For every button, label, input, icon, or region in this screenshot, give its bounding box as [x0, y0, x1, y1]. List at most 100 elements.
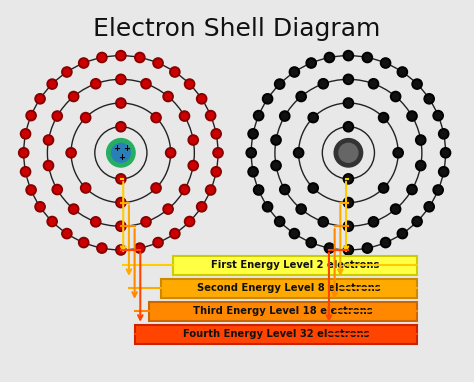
Ellipse shape [324, 243, 335, 253]
Ellipse shape [424, 202, 434, 212]
Ellipse shape [141, 79, 151, 89]
Ellipse shape [52, 185, 63, 195]
Ellipse shape [370, 81, 377, 87]
Ellipse shape [426, 96, 432, 102]
FancyBboxPatch shape [135, 325, 417, 344]
Ellipse shape [412, 79, 422, 89]
Text: First Energy Level 2 electrons: First Energy Level 2 electrons [211, 261, 379, 270]
Ellipse shape [46, 162, 52, 169]
Ellipse shape [310, 114, 317, 121]
Ellipse shape [345, 52, 352, 59]
Ellipse shape [118, 100, 124, 106]
Ellipse shape [165, 206, 171, 212]
Ellipse shape [28, 187, 34, 193]
Ellipse shape [274, 79, 285, 89]
Ellipse shape [296, 91, 306, 102]
FancyBboxPatch shape [161, 279, 417, 298]
Ellipse shape [295, 150, 302, 156]
Ellipse shape [343, 121, 354, 132]
Ellipse shape [289, 228, 300, 239]
Ellipse shape [91, 217, 101, 227]
Text: +: + [113, 144, 119, 152]
Ellipse shape [153, 114, 159, 121]
Ellipse shape [345, 100, 352, 106]
Ellipse shape [82, 185, 89, 191]
Ellipse shape [92, 219, 99, 225]
Ellipse shape [264, 96, 271, 102]
Ellipse shape [190, 162, 196, 169]
Ellipse shape [81, 183, 91, 193]
Ellipse shape [66, 148, 76, 158]
Ellipse shape [345, 247, 352, 253]
Ellipse shape [343, 74, 354, 84]
Ellipse shape [206, 185, 216, 195]
Text: Second Energy Level 8 electrons: Second Energy Level 8 electrons [197, 283, 381, 293]
Ellipse shape [118, 123, 124, 130]
Ellipse shape [345, 123, 352, 130]
Ellipse shape [298, 206, 304, 212]
Ellipse shape [167, 150, 174, 156]
Ellipse shape [271, 160, 281, 171]
Ellipse shape [318, 79, 328, 89]
Ellipse shape [141, 217, 151, 227]
Ellipse shape [248, 129, 258, 139]
Ellipse shape [248, 167, 258, 177]
Ellipse shape [370, 219, 377, 225]
Ellipse shape [263, 94, 273, 104]
Ellipse shape [393, 148, 403, 158]
Ellipse shape [308, 112, 319, 123]
Ellipse shape [409, 113, 415, 119]
Ellipse shape [320, 81, 327, 87]
Ellipse shape [64, 69, 70, 75]
Ellipse shape [71, 206, 77, 212]
Ellipse shape [276, 218, 283, 225]
Ellipse shape [153, 58, 163, 68]
Ellipse shape [118, 223, 124, 230]
FancyBboxPatch shape [173, 256, 417, 275]
Ellipse shape [380, 185, 387, 191]
Ellipse shape [118, 176, 124, 182]
Ellipse shape [326, 54, 333, 61]
Ellipse shape [407, 111, 417, 121]
Ellipse shape [118, 76, 124, 83]
Ellipse shape [82, 114, 89, 121]
Ellipse shape [181, 113, 188, 119]
Ellipse shape [263, 202, 273, 212]
Ellipse shape [407, 185, 417, 195]
Ellipse shape [116, 74, 126, 84]
Ellipse shape [442, 150, 449, 156]
Ellipse shape [213, 148, 223, 158]
Ellipse shape [172, 230, 178, 237]
Ellipse shape [414, 218, 420, 225]
Ellipse shape [246, 148, 256, 158]
Ellipse shape [254, 110, 264, 121]
Ellipse shape [395, 150, 401, 156]
Ellipse shape [199, 204, 205, 210]
Ellipse shape [47, 216, 57, 227]
Ellipse shape [276, 81, 283, 87]
Ellipse shape [416, 160, 426, 171]
Ellipse shape [20, 167, 31, 177]
Ellipse shape [99, 245, 105, 251]
Ellipse shape [250, 168, 256, 175]
Ellipse shape [163, 204, 173, 214]
Ellipse shape [163, 91, 173, 102]
Ellipse shape [378, 183, 389, 193]
Ellipse shape [46, 137, 52, 143]
Ellipse shape [282, 186, 288, 193]
Ellipse shape [52, 111, 63, 121]
Ellipse shape [343, 174, 354, 184]
Ellipse shape [213, 168, 219, 175]
Ellipse shape [49, 218, 55, 225]
Ellipse shape [424, 94, 434, 104]
Ellipse shape [137, 54, 143, 61]
Ellipse shape [49, 81, 55, 87]
Ellipse shape [345, 176, 352, 182]
Ellipse shape [20, 129, 31, 139]
Ellipse shape [118, 199, 124, 206]
Ellipse shape [362, 52, 373, 63]
Ellipse shape [298, 93, 304, 100]
Ellipse shape [172, 69, 178, 75]
Ellipse shape [153, 238, 163, 248]
Ellipse shape [155, 60, 161, 66]
